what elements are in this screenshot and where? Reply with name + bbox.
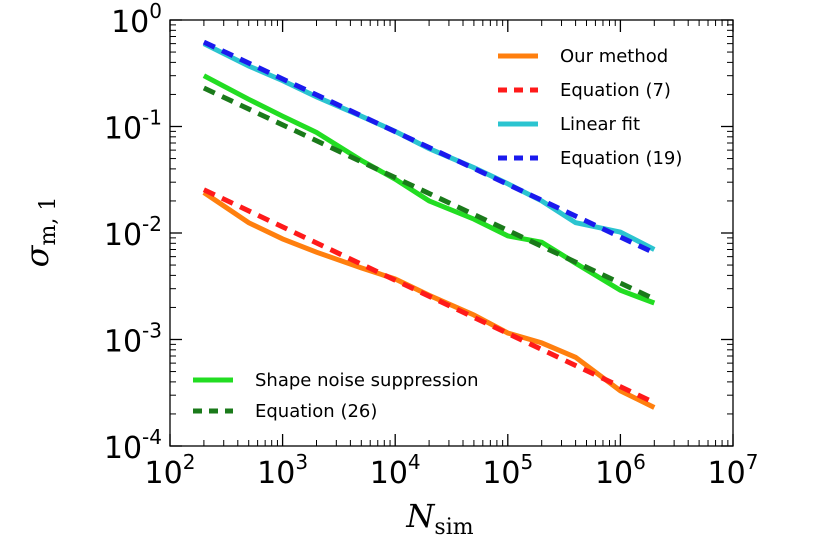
legend-label: Linear fit (560, 114, 640, 135)
y-tick-label: 10-3 (104, 319, 162, 360)
series-line-equation-7 (202, 187, 656, 405)
legend-label: Shape noise suppression (255, 370, 479, 391)
x-tick-label: 105 (482, 450, 533, 491)
series-layer (202, 39, 656, 410)
series-line-equation-26 (202, 85, 656, 302)
legend-label: Equation (26) (255, 401, 377, 422)
y-tick-label: 10-4 (104, 425, 162, 466)
y-axis-label: σm, 1 (18, 197, 61, 268)
legend-label: Our method (560, 46, 668, 67)
y-tick-label: 100 (111, 0, 162, 40)
x-tick-label: 103 (257, 450, 308, 491)
y-tick-label: 10-1 (104, 106, 162, 147)
legend-label: Equation (7) (560, 80, 671, 101)
legend-label: Equation (19) (560, 148, 682, 169)
axes-frame (169, 19, 734, 447)
x-tick-label: 104 (370, 450, 421, 491)
x-tick-label: 102 (145, 450, 196, 491)
x-tick-label: 107 (708, 450, 759, 491)
tick-layer: 102 103 104 105 106 107 10-4 10-3 10-2 10-1 100 (104, 0, 759, 491)
plot-area (169, 19, 734, 447)
legend-lower: Shape noise suppression Equation (26) (193, 370, 479, 422)
y-tick-label: 10-2 (104, 212, 162, 253)
legend-upper: Our method Equation (7) Linear fit Equation… (498, 46, 682, 169)
x-tick-label: 106 (595, 450, 646, 491)
x-axis-label: Nsim (405, 497, 473, 540)
series-line-equation-19 (202, 39, 656, 256)
